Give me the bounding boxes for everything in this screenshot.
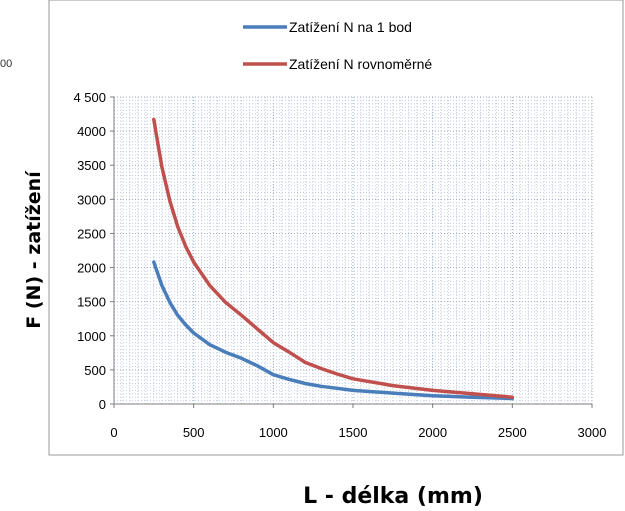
x-axis-title: L - délka (mm): [303, 484, 483, 509]
y-tick-label: 4 500: [73, 90, 106, 105]
y-tick-label: 1500: [77, 295, 106, 310]
x-tick-label: 1000: [259, 425, 288, 440]
y-tick-label: 2500: [77, 226, 106, 241]
series-line-1: [152, 260, 515, 401]
series-line-2: [152, 117, 515, 399]
x-tick-label: 0: [110, 425, 117, 440]
grid: [114, 96, 593, 404]
x-tick-label: 500: [183, 425, 205, 440]
y-axis-title: F (N) - zatížení: [23, 170, 45, 329]
x-tick-label: 3000: [578, 425, 607, 440]
y-tick-label: 0: [99, 397, 106, 412]
y-tick-label: 500: [84, 363, 106, 378]
x-tick-label: 2500: [498, 425, 527, 440]
axes: 0 500 1000 1500 2000 2500 3000 3500 4000 4 500 0 50…: [73, 90, 606, 440]
y-tick-label: 3000: [77, 192, 106, 207]
y-tick-label: 1000: [77, 329, 106, 344]
legend-label-2: Zatížení N rovnoměrné: [289, 56, 432, 72]
stray-label: 00: [0, 58, 12, 70]
y-tick-label: 3500: [77, 158, 106, 173]
legend: Zatížení N na 1 bod Zatížení N rovnoměrné: [243, 19, 432, 72]
y-tick-label: 2000: [77, 261, 106, 276]
x-tick-label: 1500: [339, 425, 368, 440]
x-tick-label: 2000: [418, 425, 447, 440]
y-tick-label: 4000: [77, 124, 106, 139]
legend-label-1: Zatížení N na 1 bod: [289, 19, 412, 35]
series-lines: [152, 117, 515, 401]
